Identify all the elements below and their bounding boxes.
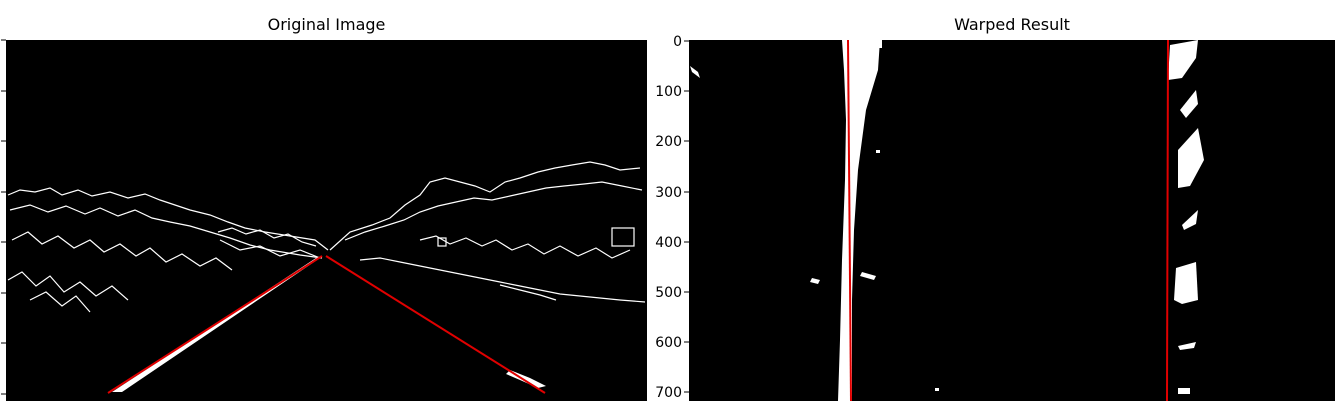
right-y-axis-ticks — [684, 40, 689, 393]
left-panel-title: Original Image — [267, 15, 386, 34]
warped-left-lane-fragments — [690, 40, 939, 391]
y-tick-label: 200 — [655, 134, 682, 150]
left-y-axis-ticks — [1, 39, 6, 395]
y-tick-label: 700 — [655, 385, 682, 401]
warped-right-red-line — [1166, 39, 1169, 401]
y-tick-label: 100 — [655, 84, 682, 100]
y-tick-label: 0 — [673, 34, 682, 50]
right-red-lane-line — [325, 255, 546, 394]
left-image-background — [6, 40, 647, 401]
y-tick-label: 600 — [655, 335, 682, 351]
warped-left-red-line — [847, 39, 852, 401]
y-tick-label: 300 — [655, 185, 682, 201]
warped-right-lane-dashes — [1168, 40, 1204, 394]
right-panel: 0 100 200 300 400 500 600 700 — [655, 34, 1335, 401]
right-image-background — [689, 40, 1335, 401]
left-red-lane-line — [107, 255, 323, 394]
right-panel-title: Warped Result — [954, 15, 1070, 34]
y-tick-label: 500 — [655, 285, 682, 301]
left-panel — [1, 39, 647, 401]
y-tick-label: 400 — [655, 235, 682, 251]
left-edge-map — [7, 161, 646, 313]
right-y-axis-labels: 0 100 200 300 400 500 600 700 — [655, 34, 682, 401]
